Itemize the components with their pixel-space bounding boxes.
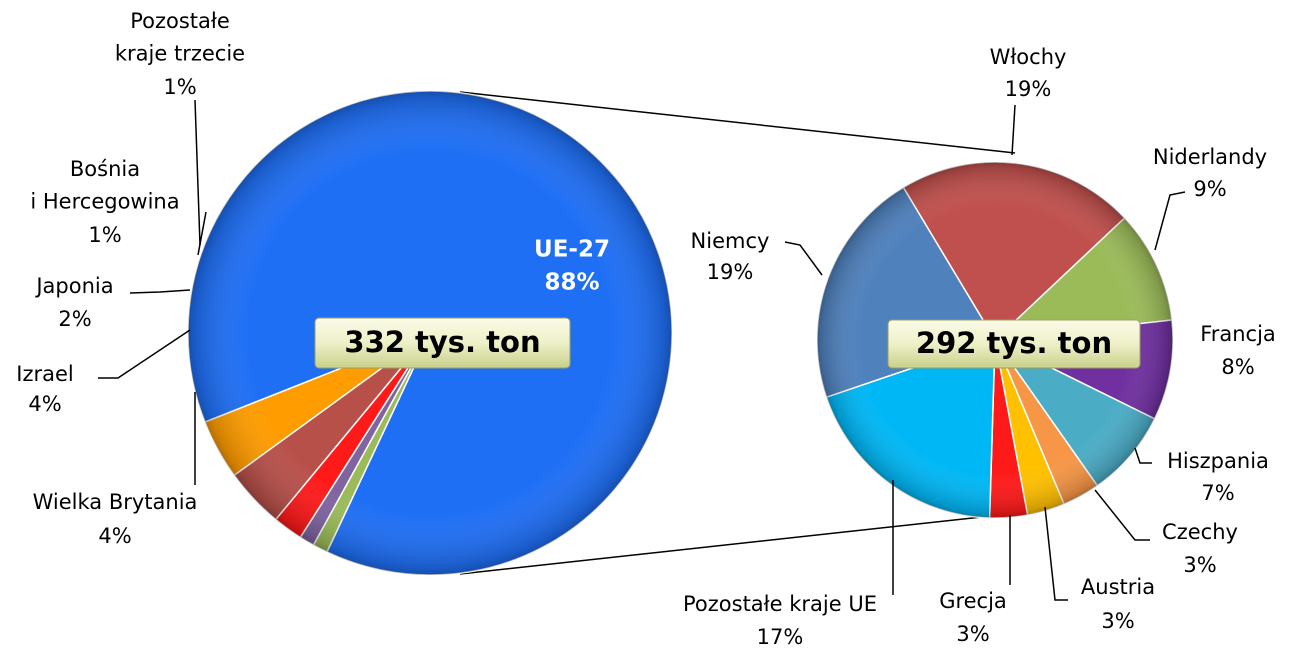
- category-label: Niemcy: [691, 229, 770, 253]
- category-label: Izrael: [16, 362, 73, 386]
- labels: UE-27 88% Pozostałe kraje trzecie 1% Bośnia i …: [16, 9, 1276, 648]
- category-label: Pozostałe kraje UE: [683, 592, 877, 616]
- value-label: 19%: [707, 260, 754, 284]
- value-label: 88%: [544, 270, 599, 296]
- category-label: Czechy: [1162, 520, 1238, 544]
- value-label: 9%: [1193, 177, 1226, 201]
- value-label: 4%: [98, 524, 131, 548]
- value-label: 17%: [757, 625, 804, 648]
- category-label: Włochy: [990, 45, 1067, 69]
- value-label: 3%: [1101, 609, 1134, 633]
- total-box: [314, 317, 571, 369]
- category-label: Niderlandy: [1153, 145, 1267, 169]
- category-label: Hiszpania: [1167, 449, 1269, 473]
- value-label: 4%: [28, 392, 61, 416]
- value-label: 8%: [1221, 355, 1254, 379]
- value-label: 1%: [88, 223, 121, 247]
- value-label: 7%: [1201, 481, 1234, 505]
- category-label: Japonia: [34, 274, 113, 298]
- total-label: 292 tys. ton: [916, 326, 1112, 360]
- value-label: 3%: [956, 622, 989, 646]
- total-box: [887, 319, 1141, 369]
- value-label: 2%: [58, 307, 91, 331]
- value-label: 3%: [1183, 553, 1216, 577]
- category-label: Francja: [1200, 322, 1276, 346]
- category-label: UE-27: [534, 237, 610, 263]
- leader-lines: [98, 99, 1186, 601]
- category-label: Austria: [1081, 575, 1155, 599]
- category-label: Bośnia i Hercegowina: [30, 157, 179, 214]
- value-label: 19%: [1005, 77, 1052, 101]
- category-label: Wielka Brytania: [33, 490, 198, 514]
- category-label: Grecja: [939, 589, 1007, 613]
- total-label: 332 tys. ton: [344, 325, 540, 359]
- category-label: Pozostałe kraje trzecie: [115, 9, 245, 66]
- connector-lines: [459, 91, 1016, 575]
- value-label: 1%: [163, 75, 196, 99]
